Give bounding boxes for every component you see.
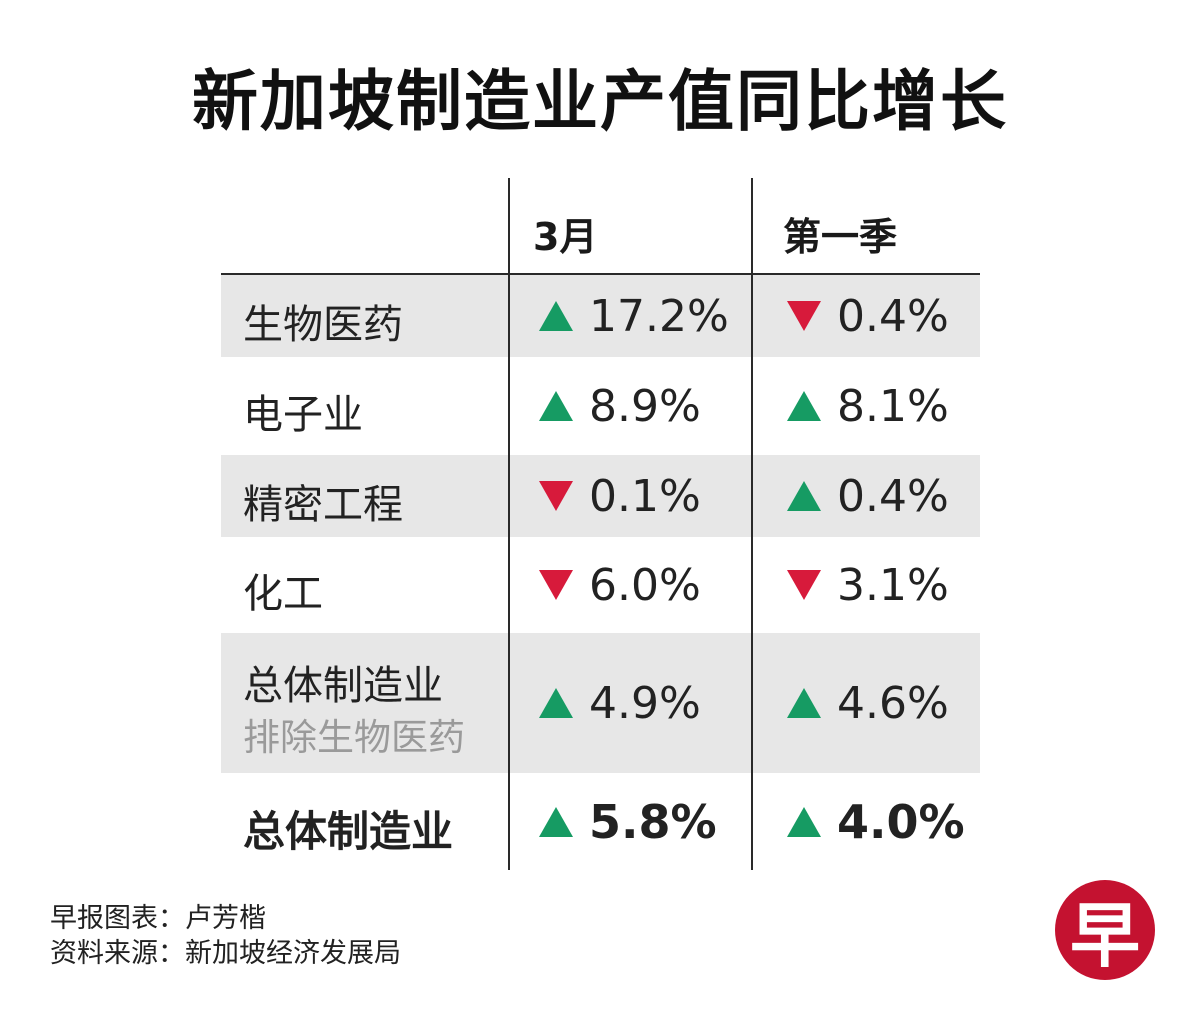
q1-value-cell: 8.1% [787, 378, 949, 434]
row-label: 化工 [243, 571, 323, 617]
down-triangle-icon [539, 481, 573, 511]
row-label: 总体制造业 [243, 663, 443, 709]
chart-credit: 早报图表：卢芳楷 [50, 903, 266, 934]
row-label: 生物医药 [243, 302, 403, 348]
up-triangle-icon [787, 806, 821, 837]
table-row: 电子业 8.9% 8.1% [221, 357, 980, 455]
zaobao-logo: 早 [1055, 880, 1155, 980]
q1-value-cell: 3.1% [787, 557, 949, 613]
q1-value-cell: 0.4% [787, 288, 949, 344]
q1-value: 4.6% [837, 677, 949, 729]
column-divider-2 [751, 178, 753, 870]
q1-value-cell: 4.6% [787, 675, 949, 731]
march-value-cell: 0.1% [539, 468, 701, 524]
source-credit: 资料来源：新加坡经济发展局 [50, 938, 401, 969]
up-triangle-icon [539, 301, 573, 331]
march-value-cell: 5.8% [539, 794, 717, 850]
column-divider-1 [508, 178, 510, 870]
q1-value: 8.1% [837, 380, 949, 432]
q1-value: 0.4% [837, 290, 949, 342]
up-triangle-icon [539, 688, 573, 718]
table-row: 总体制造业排除生物医药 4.9% 4.6% [221, 633, 980, 773]
table-row: 化工 6.0% 3.1% [221, 537, 980, 633]
row-sublabel: 排除生物医药 [243, 716, 465, 759]
q1-value: 4.0% [837, 794, 965, 849]
down-triangle-icon [787, 570, 821, 600]
table-row: 精密工程 0.1% 0.4% [221, 455, 980, 537]
header-divider [221, 273, 980, 275]
q1-value: 3.1% [837, 559, 949, 611]
table-row: 总体制造业 5.8% 4.0% [221, 773, 980, 870]
q1-value-cell: 4.0% [787, 794, 965, 850]
chart-title: 新加坡制造业产值同比增长 [192, 63, 1008, 140]
up-triangle-icon [539, 391, 573, 421]
march-value: 4.9% [589, 677, 701, 729]
march-value: 5.8% [589, 794, 717, 849]
up-triangle-icon [787, 688, 821, 718]
logo-glyph: 早 [1070, 894, 1140, 977]
row-label: 精密工程 [243, 482, 403, 528]
up-triangle-icon [539, 806, 573, 837]
up-triangle-icon [787, 481, 821, 511]
march-value: 8.9% [589, 380, 701, 432]
data-table: 3月 第一季 生物医药 17.2% 0.4% 电子业 8.9% 8.1% 精密工程 0.1% 0… [221, 178, 980, 870]
march-value-cell: 17.2% [539, 288, 729, 344]
march-value-cell: 8.9% [539, 378, 701, 434]
row-label: 总体制造业 [243, 806, 454, 856]
down-triangle-icon [539, 570, 573, 600]
column-header-q1: 第一季 [783, 215, 898, 259]
march-value-cell: 4.9% [539, 675, 701, 731]
row-label: 电子业 [243, 392, 363, 438]
march-value-cell: 6.0% [539, 557, 701, 613]
march-value: 17.2% [589, 290, 729, 342]
down-triangle-icon [787, 301, 821, 331]
table-row: 生物医药 17.2% 0.4% [221, 275, 980, 357]
q1-value-cell: 0.4% [787, 468, 949, 524]
march-value: 0.1% [589, 470, 701, 522]
q1-value: 0.4% [837, 470, 949, 522]
march-value: 6.0% [589, 559, 701, 611]
column-header-march: 3月 [533, 215, 598, 259]
up-triangle-icon [787, 391, 821, 421]
